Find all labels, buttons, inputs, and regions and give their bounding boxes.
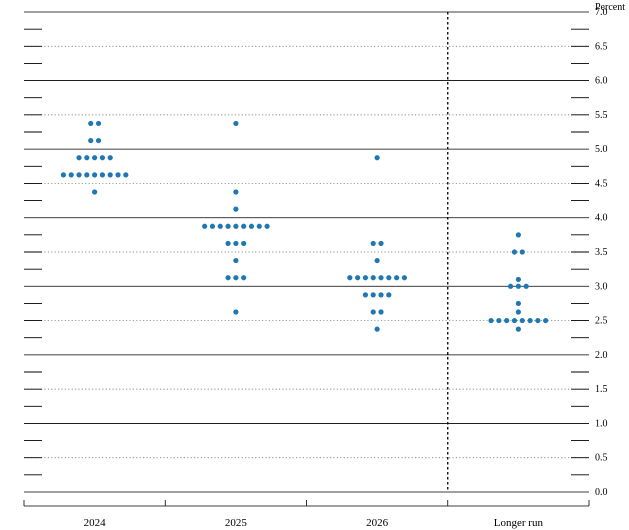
y-tick-label: 3.0 [595, 281, 608, 292]
dot [84, 155, 89, 160]
dot [241, 241, 246, 246]
dot [508, 284, 513, 289]
dot [202, 224, 207, 229]
dot [123, 172, 128, 177]
dot [100, 155, 105, 160]
x-category-label: 2026 [366, 517, 389, 529]
dot-plot-chart: 0.0 0.5 1.0 1.5 2.0 2.5 3.0 3.5 4.0 4.5 5.0 5.5 6.0 6… [0, 0, 629, 530]
y-tick-label: 2.5 [595, 316, 608, 327]
dot [69, 172, 74, 177]
dot [225, 224, 230, 229]
dot [394, 275, 399, 280]
dot [504, 318, 509, 323]
dot [363, 292, 368, 297]
dot [355, 275, 360, 280]
dot [233, 241, 238, 246]
x-category-label: 2024 [84, 517, 107, 529]
y-tick-label: 5.5 [595, 110, 608, 121]
dot [76, 172, 81, 177]
x-category-label: Longer run [494, 517, 544, 529]
dot [371, 241, 376, 246]
dot [88, 121, 93, 126]
dot [241, 275, 246, 280]
dot [520, 249, 525, 254]
dot [375, 155, 380, 160]
dot [516, 232, 521, 237]
dot [257, 224, 262, 229]
x-category-label: 2025 [225, 517, 248, 529]
dot [88, 138, 93, 143]
y-tick-label: 2.0 [595, 350, 608, 361]
y-tick-label: 0.5 [595, 453, 608, 464]
dot [225, 241, 230, 246]
dot [218, 224, 223, 229]
y-tick-label: 5.0 [595, 144, 608, 155]
dot [96, 138, 101, 143]
y-tick-label: 4.0 [595, 213, 608, 224]
y-tick-label: 3.5 [595, 247, 608, 258]
dot [378, 275, 383, 280]
dot [233, 258, 238, 263]
dot [92, 172, 97, 177]
dot [524, 284, 529, 289]
dot [535, 318, 540, 323]
dot [386, 275, 391, 280]
y-tick-label: 4.5 [595, 178, 608, 189]
dot [371, 292, 376, 297]
dot [233, 224, 238, 229]
dot [96, 121, 101, 126]
dot [516, 277, 521, 282]
dot [516, 309, 521, 314]
dot [527, 318, 532, 323]
dot [378, 241, 383, 246]
dot [488, 318, 493, 323]
dot [516, 327, 521, 332]
dot [402, 275, 407, 280]
dot [378, 309, 383, 314]
dot [512, 318, 517, 323]
y-tick-label: 1.0 [595, 418, 608, 429]
dot-plot-svg: 0.0 0.5 1.0 1.5 2.0 2.5 3.0 3.5 4.0 4.5 5.0 5.5 6.0 6… [0, 0, 629, 530]
dot [92, 189, 97, 194]
y-tick-label: 0.0 [595, 487, 608, 498]
dot [108, 155, 113, 160]
dot [347, 275, 352, 280]
dot [264, 224, 269, 229]
dot [386, 292, 391, 297]
dot [543, 318, 548, 323]
dot [233, 207, 238, 212]
dot [249, 224, 254, 229]
dot [233, 275, 238, 280]
dot [241, 224, 246, 229]
dot [233, 309, 238, 314]
dot [92, 155, 97, 160]
y-unit-label: Percent [595, 2, 625, 13]
dot [61, 172, 66, 177]
dot [115, 172, 120, 177]
dot [516, 301, 521, 306]
dot [233, 121, 238, 126]
y-tick-label: 6.5 [595, 41, 608, 52]
dot [375, 258, 380, 263]
dot [371, 309, 376, 314]
dot [76, 155, 81, 160]
dot [100, 172, 105, 177]
y-tick-label: 6.0 [595, 76, 608, 87]
dot [210, 224, 215, 229]
dot [371, 275, 376, 280]
dot [375, 327, 380, 332]
dot [512, 249, 517, 254]
dot [84, 172, 89, 177]
y-tick-label: 1.5 [595, 384, 608, 395]
dot [378, 292, 383, 297]
dot [516, 284, 521, 289]
dot [520, 318, 525, 323]
dot [108, 172, 113, 177]
dot [225, 275, 230, 280]
dot [233, 189, 238, 194]
dot [496, 318, 501, 323]
dot [363, 275, 368, 280]
